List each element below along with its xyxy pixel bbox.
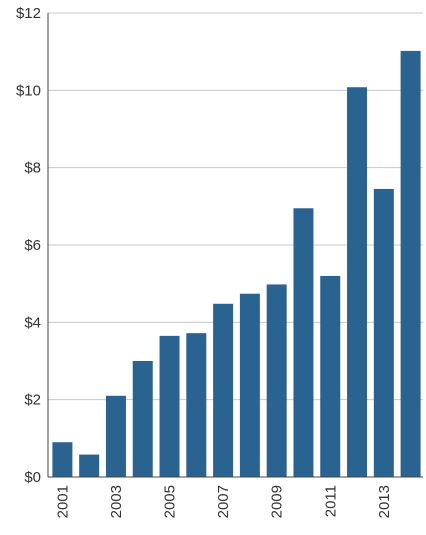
bar-2004 xyxy=(132,361,153,477)
bar-2001 xyxy=(52,442,73,477)
bar-2007 xyxy=(213,303,234,477)
bar-2003 xyxy=(105,395,126,477)
bar-2011 xyxy=(320,275,341,477)
bar-2005 xyxy=(159,335,180,477)
y-tick-label: $0 xyxy=(24,469,41,486)
y-tick-label: $8 xyxy=(24,160,41,177)
x-tick-label: 2005 xyxy=(162,485,179,518)
x-axis-tick-labels: 2001 2003 2005 2007 2009 2011 2013 xyxy=(54,485,392,518)
bar-2002 xyxy=(79,454,100,477)
bar-2008 xyxy=(239,293,260,477)
y-tick-label: $4 xyxy=(24,314,41,331)
x-tick-label: 2009 xyxy=(269,485,286,518)
y-tick-label: $10 xyxy=(16,82,41,99)
bars xyxy=(52,50,421,478)
x-tick-label: 2001 xyxy=(54,485,71,518)
bar-2014 xyxy=(400,50,421,477)
bar-2012 xyxy=(347,87,368,478)
x-tick-label: 2013 xyxy=(376,485,393,518)
x-tick-label: 2003 xyxy=(108,485,125,518)
y-tick-label: $2 xyxy=(24,392,41,409)
y-tick-label: $12 xyxy=(16,5,41,22)
x-tick-label: 2011 xyxy=(322,485,339,517)
bar-2009 xyxy=(266,284,287,477)
y-tick-label: $6 xyxy=(24,237,41,254)
bar-2010 xyxy=(293,208,314,477)
bar-2006 xyxy=(186,333,207,477)
x-tick-label: 2007 xyxy=(215,485,232,518)
bar-2013 xyxy=(373,188,394,477)
y-axis-tick-labels: $0 $2 $4 $6 $8 $10 $12 xyxy=(16,5,41,486)
